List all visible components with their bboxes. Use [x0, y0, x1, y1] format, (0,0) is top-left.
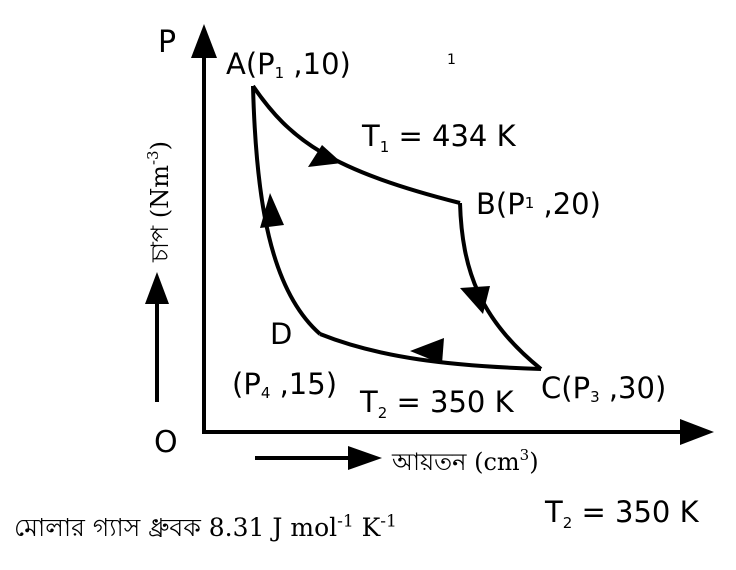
isotherm-cd-curve	[319, 332, 542, 371]
stray-mark: 1	[447, 52, 456, 68]
point-d-name: D	[270, 317, 292, 351]
origin-label: O	[154, 425, 178, 460]
point-d-coords: (P4 ,15)	[232, 367, 337, 402]
t2-label: T2 = 350 K	[359, 385, 515, 422]
bottom-temp-label: T2 = 350 K	[544, 495, 700, 532]
gas-constant-mid: K	[353, 513, 381, 542]
point-b-label: B(P1 ,20)	[476, 187, 601, 221]
arrow-c-to-d	[410, 338, 444, 364]
arrow-a-to-b	[308, 145, 342, 167]
arrow-b-to-c	[460, 286, 490, 314]
t1-label: T1 = 434 K	[361, 119, 517, 156]
y-axis-arrowhead	[191, 24, 217, 58]
x-axis-arrowhead	[680, 419, 714, 445]
pressure-direction-arrowhead	[145, 272, 169, 304]
gas-constant-exp1: -1	[337, 511, 354, 532]
volume-direction-arrowhead	[348, 446, 382, 470]
y-axis-letter: P	[158, 25, 176, 60]
x-axis-label: আয়তন (cm3)	[391, 446, 539, 476]
y-axis-label: চাপ (Nm-3)	[144, 141, 174, 263]
point-a-label: A(P1 ,10)	[226, 47, 351, 82]
arrow-d-to-a	[260, 193, 284, 228]
point-c-label: C(P3 ,30)	[541, 371, 666, 406]
gas-constant-exp2: -1	[380, 511, 397, 532]
gas-constant-note: মোলার গ্যাস ধ্রুবক 8.31 J mol-1 K-1	[14, 508, 397, 551]
adiabat-da-curve	[251, 85, 322, 336]
gas-constant-text: মোলার গ্যাস ধ্রুবক 8.31 J mol	[14, 513, 338, 542]
adiabat-bc-curve	[458, 202, 543, 371]
